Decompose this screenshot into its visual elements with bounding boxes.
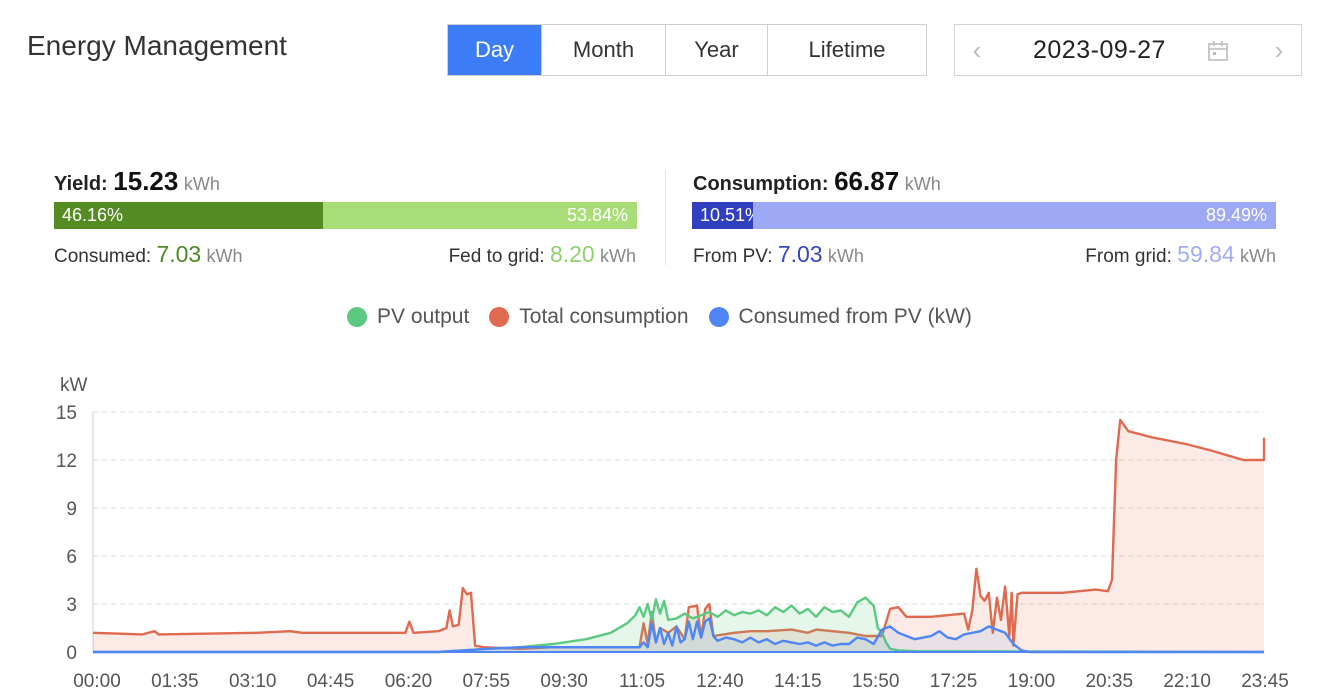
date-picker[interactable]: ‹ 2023-09-27 › [954, 24, 1302, 76]
page-title: Energy Management [27, 30, 287, 61]
consumption-grid-segment: 89.49% [753, 202, 1276, 229]
power-line-chart: kW 0 3 6 9 12 15 00:00 01:35 03:10 04:45 06:20 07:55… [56, 375, 1289, 692]
from-pv-label: From PV: [693, 246, 773, 267]
y-tick-label: 3 [66, 595, 77, 616]
y-tick-label: 6 [66, 547, 77, 568]
consumption-pv-segment: 10.51% [692, 202, 761, 229]
from-grid-label: From grid: [1085, 246, 1172, 267]
tab-day[interactable]: Day [448, 25, 542, 75]
legend-dot-icon [708, 307, 729, 327]
x-tick-label: 06:20 [385, 671, 433, 692]
fed-value: 8.20 [549, 241, 595, 267]
chart-legend: PV output Total consumption Consumed fro… [0, 305, 1319, 329]
fed-unit: kWh [600, 246, 636, 266]
from-pv-unit: kWh [827, 246, 864, 266]
x-tick-label: 03:10 [229, 671, 277, 692]
yield-consumed: Consumed: 7.03 kWh [54, 241, 243, 268]
consumed-value: 7.03 [156, 241, 202, 267]
x-tick-label: 07:55 [463, 671, 511, 692]
consumption-from-grid: From grid: 59.84 kWh [1085, 241, 1276, 268]
series-area-pv-output [93, 597, 1264, 652]
series-line-pv-output [93, 596, 1265, 654]
y-tick-label: 9 [66, 499, 77, 520]
period-tabs: Day Month Year Lifetime [447, 24, 927, 76]
date-value[interactable]: 2023-09-27 [1033, 36, 1166, 64]
x-tick-label: 22:10 [1163, 671, 1211, 692]
summary-divider [665, 170, 666, 265]
y-axis-label: kW [60, 375, 88, 396]
consumption-label: Consumption: [693, 173, 829, 195]
series-area-total-consumption [93, 420, 1264, 652]
yield-split-bar: 46.16% 53.84% [54, 202, 637, 229]
x-tick-label: 12:40 [696, 671, 744, 692]
series-line-total-consumption [92, 418, 1266, 650]
yield-fed-segment: 53.84% [323, 202, 637, 229]
legend-label: Consumed from PV (kW) [738, 305, 972, 328]
x-tick-label: 19:00 [1008, 671, 1056, 692]
x-tick-label: 01:35 [151, 671, 199, 692]
yield-unit: kWh [183, 174, 220, 194]
legend-total-consumption[interactable]: Total consumption [489, 305, 689, 329]
consumption-split-bar: 10.51% 89.49% [692, 202, 1276, 229]
consumption-value: 66.87 [834, 166, 900, 196]
from-pv-value: 7.03 [777, 241, 823, 267]
consumed-label: Consumed: [54, 246, 152, 267]
y-tick-label: 15 [56, 403, 77, 424]
consumption-unit: kWh [904, 174, 941, 194]
legend-dot-icon [489, 307, 510, 327]
prev-day-chevron-icon[interactable]: ‹ [972, 35, 982, 65]
yield-value: 15.23 [113, 166, 179, 196]
calendar-icon[interactable] [1207, 40, 1229, 62]
yield-label: Yield: [54, 173, 108, 195]
from-grid-value: 59.84 [1177, 241, 1235, 267]
fed-label: Fed to grid: [448, 246, 545, 267]
yield-consumed-segment: 46.16% [54, 202, 324, 229]
from-grid-unit: kWh [1240, 246, 1276, 266]
x-tick-label: 15:50 [852, 671, 900, 692]
consumed-unit: kWh [206, 246, 243, 266]
legend-label: PV output [377, 305, 470, 328]
consumption-summary: Consumption: 66.87 kWh [693, 166, 941, 197]
x-tick-label: 17:25 [930, 671, 978, 692]
x-tick-label: 23:45 [1241, 671, 1289, 692]
tab-lifetime[interactable]: Lifetime [768, 25, 926, 75]
x-tick-label: 20:35 [1085, 671, 1133, 692]
series-line-consumed-from-pv-kw [93, 617, 1264, 654]
legend-pv-output[interactable]: PV output [347, 305, 469, 329]
x-tick-label: 14:15 [774, 671, 822, 692]
x-tick-label: 11:05 [619, 671, 665, 692]
legend-dot-icon [347, 307, 368, 327]
tab-year[interactable]: Year [666, 25, 768, 75]
yield-summary: Yield: 15.23 kWh [54, 166, 220, 197]
tab-month[interactable]: Month [542, 25, 666, 75]
x-tick-label: 00:00 [73, 671, 121, 692]
consumption-from-pv: From PV: 7.03 kWh [693, 241, 864, 268]
next-day-chevron-icon[interactable]: › [1274, 35, 1284, 65]
legend-consumed-from-pv[interactable]: Consumed from PV (kW) [708, 305, 972, 329]
x-tick-label: 09:30 [540, 671, 588, 692]
x-tick-label: 04:45 [307, 671, 355, 692]
legend-label: Total consumption [519, 305, 689, 328]
y-tick-label: 0 [66, 643, 77, 664]
yield-fed: Fed to grid: 8.20 kWh [449, 241, 636, 268]
y-tick-label: 12 [56, 451, 77, 472]
